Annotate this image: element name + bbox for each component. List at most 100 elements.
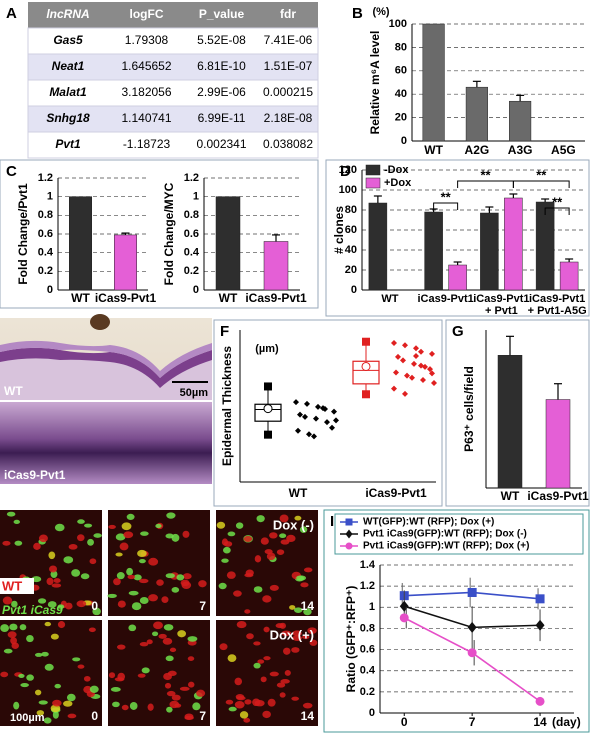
- point: [324, 419, 330, 426]
- cell: [262, 595, 272, 603]
- cell: [166, 706, 173, 713]
- cell: [253, 586, 263, 593]
- box: [352, 360, 380, 385]
- point: [393, 369, 399, 376]
- cell: [115, 552, 123, 557]
- point: [404, 372, 410, 379]
- cell: [225, 699, 234, 705]
- cell: [221, 558, 229, 563]
- point: [329, 424, 335, 431]
- cell: [279, 514, 289, 523]
- cell: [269, 671, 279, 677]
- cell: [133, 574, 142, 581]
- cell: [37, 598, 47, 604]
- cell: [9, 623, 18, 631]
- cell: [244, 609, 251, 614]
- y-tick-label: 0.8: [360, 622, 375, 634]
- legend-bg: [0, 578, 34, 594]
- cell: [266, 552, 276, 561]
- point: [431, 379, 437, 386]
- cell: [181, 581, 192, 589]
- cell: [129, 702, 138, 710]
- y-tick-label: 20: [395, 112, 407, 124]
- cell: [279, 533, 287, 538]
- cell: [166, 690, 176, 697]
- y-tick-label: 1.4: [360, 559, 376, 571]
- cell: [116, 572, 125, 580]
- cell: [192, 702, 201, 711]
- x-tick-label: iCas9-Pvt1: [365, 486, 427, 500]
- cell: [50, 633, 59, 640]
- cell: [26, 635, 34, 643]
- cell: [299, 526, 308, 534]
- image: [0, 402, 212, 484]
- table-cell: Malat1: [49, 85, 87, 99]
- cell: [123, 531, 134, 539]
- y-tick-label: 0: [193, 284, 199, 296]
- point: [427, 366, 433, 373]
- point: [429, 350, 435, 357]
- panel-letter: D: [340, 163, 351, 180]
- marker: [345, 542, 353, 550]
- cell: [108, 524, 116, 529]
- cell: [253, 641, 261, 646]
- cell: [196, 689, 206, 697]
- table-cell: Neat1: [52, 59, 85, 73]
- panel-frame: [325, 159, 590, 317]
- cell: [121, 704, 129, 711]
- cell: [84, 523, 93, 528]
- legend-label: WT(GFP):WT (RFP); Dox (+): [363, 517, 494, 528]
- cell: [234, 701, 245, 709]
- bar: [545, 399, 571, 489]
- panel-letter: C: [6, 163, 17, 180]
- scale-label: 100µm: [10, 712, 45, 724]
- cell: [2, 540, 11, 546]
- cell: [283, 647, 291, 655]
- cell: [87, 538, 94, 546]
- cell: [169, 647, 177, 653]
- image-label: iCas9-Pvt1: [4, 468, 66, 482]
- x-tick-label: WT: [381, 293, 398, 305]
- unit-label: (%): [372, 6, 389, 18]
- cell: [256, 515, 265, 523]
- cell: [235, 522, 244, 529]
- cell: [239, 711, 249, 719]
- cell: [153, 621, 163, 630]
- point: [297, 411, 303, 418]
- cell: [38, 534, 48, 543]
- cell: [57, 621, 66, 629]
- y-tick-label: 120: [339, 164, 357, 176]
- cell: [156, 579, 164, 586]
- x-tick-label: iCas9-Pvt1: [529, 293, 585, 305]
- cell: [53, 578, 61, 584]
- table-cell: 5.52E-08: [197, 33, 246, 47]
- point: [306, 431, 312, 438]
- y-axis-label: Fold Change/Pvt1: [16, 183, 30, 285]
- bar: [497, 355, 523, 489]
- cell: [291, 647, 300, 653]
- significance-bracket: [433, 202, 459, 210]
- cell: [14, 540, 23, 546]
- panel-letter: I: [330, 513, 334, 530]
- image: [0, 510, 102, 616]
- cell: [269, 532, 278, 539]
- table-cell: Snhg18: [46, 111, 90, 125]
- cell: [174, 703, 182, 708]
- cell: [34, 652, 43, 657]
- y-tick-label: 0.2: [360, 686, 375, 698]
- cell: [19, 624, 27, 631]
- cell: [291, 696, 300, 701]
- cell: [165, 533, 174, 539]
- point: [409, 374, 415, 381]
- point: [402, 342, 408, 349]
- whisker-end: [362, 337, 370, 346]
- whisker-end: [264, 430, 272, 439]
- cell: [187, 656, 195, 661]
- cell: [128, 590, 139, 596]
- cell: [188, 681, 195, 688]
- cell: [13, 519, 20, 525]
- cell: [267, 698, 276, 707]
- cell: [67, 713, 77, 719]
- y-tick-label: 1: [193, 191, 199, 203]
- cell: [163, 624, 174, 631]
